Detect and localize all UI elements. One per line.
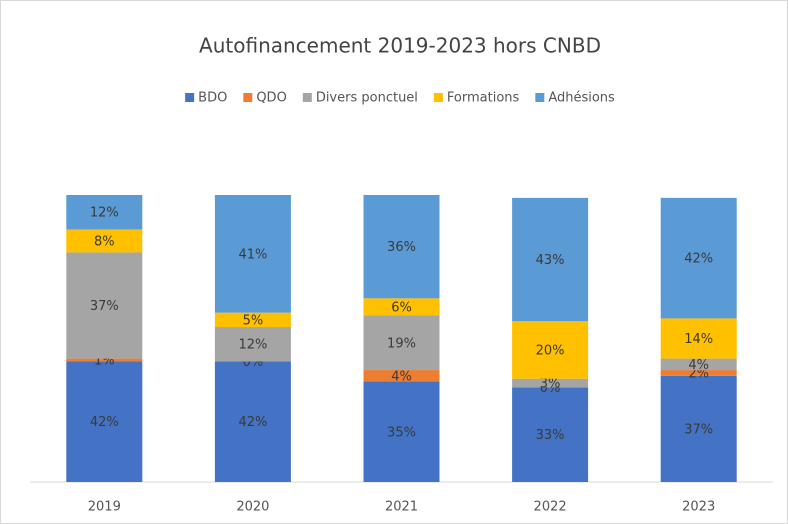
bar-segment	[66, 195, 143, 230]
bar-segment	[660, 318, 737, 359]
x-tick-label: 2023	[682, 500, 715, 515]
bar-segment	[214, 327, 291, 362]
bar-segment	[660, 358, 737, 371]
bar-segment	[660, 197, 737, 319]
legend-swatch	[433, 93, 443, 102]
legend-label: QDO	[256, 91, 286, 106]
data-label: 36%	[387, 240, 416, 255]
legend-label: BDO	[198, 91, 227, 106]
data-label: 37%	[90, 299, 119, 314]
x-tick-label: 2019	[88, 500, 121, 515]
data-label: 5%	[243, 313, 264, 328]
data-label: 41%	[238, 247, 267, 262]
bar-segment	[66, 229, 143, 253]
legend-label: Adhésions	[548, 91, 615, 106]
data-label: 12%	[238, 338, 267, 353]
data-label: 4%	[391, 369, 412, 384]
data-label: 4%	[688, 358, 709, 373]
legend-swatch	[535, 93, 545, 102]
legend-label: Divers ponctuel	[316, 91, 418, 106]
bar-segment	[512, 378, 589, 388]
legend-swatch	[185, 93, 195, 102]
data-label: 8%	[94, 234, 115, 249]
data-label: 42%	[90, 415, 119, 430]
data-label: 2%	[688, 366, 709, 381]
data-label: 6%	[391, 300, 412, 315]
bar-segment	[660, 375, 737, 482]
x-tick-label: 2021	[385, 500, 418, 515]
bar-segment	[66, 358, 143, 362]
legend-swatch	[243, 93, 253, 102]
data-label: 19%	[387, 336, 416, 351]
legend-swatch	[302, 93, 312, 102]
data-label: 35%	[387, 425, 416, 440]
data-label: 20%	[536, 343, 565, 358]
bar-segment	[66, 361, 143, 482]
bar-segment	[363, 315, 440, 371]
data-label: 42%	[684, 252, 713, 267]
legend: BDO QDO Divers ponctuel Formations Adhésions	[185, 91, 615, 106]
chart-title: Autofinancement 2019-2023 hors CNBD	[199, 34, 601, 58]
bar-segment	[214, 361, 291, 482]
data-label: 43%	[536, 253, 565, 268]
bar-segment	[363, 298, 440, 316]
data-label: 12%	[90, 206, 119, 221]
bar-segment	[512, 387, 589, 482]
data-label: 42%	[238, 415, 267, 430]
bar-segment	[660, 370, 737, 376]
data-label: 3%	[540, 376, 561, 391]
x-tick-label: 2020	[236, 500, 269, 515]
bar-segment	[214, 195, 291, 313]
data-label: 37%	[684, 422, 713, 437]
bar-segment	[363, 370, 440, 382]
data-label: 33%	[536, 428, 565, 443]
bar-segment	[512, 197, 589, 322]
data-label: 14%	[684, 332, 713, 347]
bar-segment	[512, 321, 589, 379]
x-tick-label: 2022	[534, 500, 567, 515]
legend-label: Formations	[447, 91, 520, 106]
bar-segment	[214, 312, 291, 328]
bar-segment	[363, 195, 440, 299]
bar-segment	[363, 381, 440, 482]
bar-segment	[66, 252, 143, 359]
